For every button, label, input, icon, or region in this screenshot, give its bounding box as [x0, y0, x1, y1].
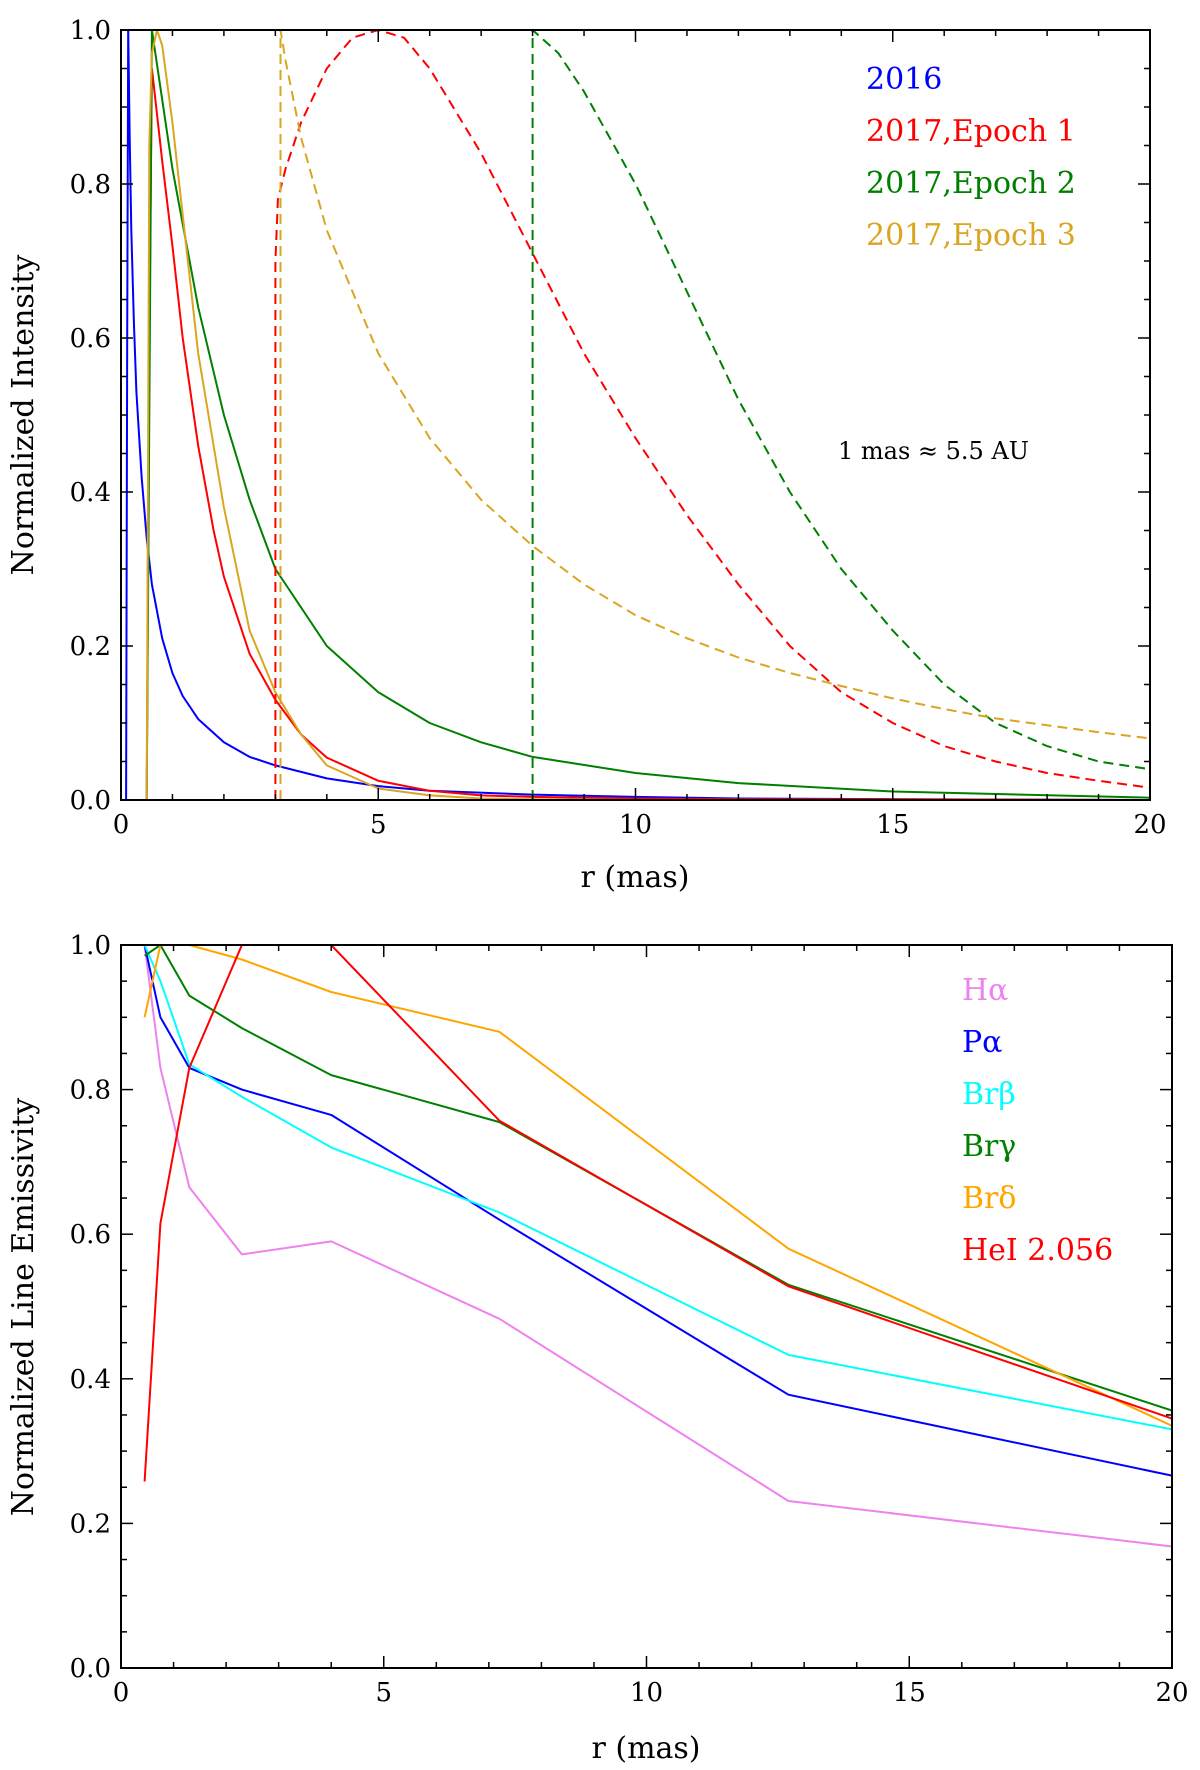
emissivity-x-tick-label: 20 — [1155, 1678, 1188, 1708]
legend-entry-br-beta: Brβ — [962, 1077, 1016, 1112]
intensity-x-axis-label: r (mas) — [580, 860, 689, 895]
legend-entry-br-gamma: Brγ — [962, 1129, 1016, 1164]
intensity-series-2017-epoch-1-outer — [274, 30, 1150, 800]
intensity-y-tick-label: 0.4 — [70, 478, 111, 508]
emissivity-series-br — [143, 945, 1172, 1427]
intensity-y-tick-label: 0.2 — [70, 632, 111, 662]
intensity-x-tick-label: 15 — [876, 810, 909, 840]
legend-entry-h-alpha: Hα — [962, 973, 1008, 1008]
intensity-panel: 0 5 10 15 20 0.0 0.2 0.4 0.6 0.8 1.0 r (mas) Norma… — [6, 16, 1167, 895]
emissivity-y-tick-label: 0.6 — [70, 1220, 111, 1250]
legend-entry-p-alpha: Pα — [962, 1025, 1002, 1060]
intensity-y-axis-label: Normalized Intensity — [6, 255, 41, 576]
intensity-y-tick-label: 0.0 — [70, 786, 111, 816]
scale-annotation: 1 mas ≈ 5.5 AU — [838, 437, 1029, 465]
legend-entry-hei-2056: HeI 2.056 — [962, 1233, 1113, 1268]
legend-entry-2017-epoch-3: 2017,Epoch 3 — [866, 218, 1076, 253]
intensity-x-tick-label: 0 — [113, 810, 130, 840]
intensity-series-2017-epoch-2 — [145, 30, 1150, 800]
legend-entry-br-delta: Brδ — [962, 1181, 1016, 1216]
legend-entry-2017-epoch-2: 2017,Epoch 2 — [866, 166, 1076, 201]
intensity-x-tick-label: 5 — [370, 810, 387, 840]
emissivity-panel: 0 5 10 15 20 0.0 0.2 0.4 0.6 0.8 1.0 r (mas) Norma… — [6, 931, 1189, 1766]
emissivity-y-tick-label: 0.0 — [70, 1654, 111, 1684]
emissivity-series-br — [144, 945, 1172, 1412]
intensity-y-tick-label: 0.6 — [70, 324, 111, 354]
legend-entry-2016: 2016 — [866, 62, 942, 97]
emissivity-y-axis-label: Normalized Line Emissivity — [6, 1098, 41, 1517]
intensity-legend: 2016 2017,Epoch 1 2017,Epoch 2 2017,Epoc… — [866, 62, 1076, 253]
intensity-x-tick-label: 20 — [1133, 810, 1166, 840]
intensity-y-tick-label: 0.8 — [70, 170, 111, 200]
legend-entry-2017-epoch-1: 2017,Epoch 1 — [866, 114, 1076, 149]
emissivity-series-h — [143, 945, 1172, 1548]
emissivity-x-tick-label: 0 — [113, 1678, 130, 1708]
intensity-y-tick-label: 1.0 — [70, 16, 111, 46]
emissivity-y-tick-label: 1.0 — [70, 931, 111, 961]
emissivity-plot-frame — [120, 944, 1173, 1669]
emissivity-series-p — [143, 945, 1172, 1477]
emissivity-series-br — [143, 945, 1172, 1431]
emissivity-y-tick-label: 0.4 — [70, 1365, 111, 1395]
emissivity-x-axis-label: r (mas) — [591, 1731, 700, 1766]
emissivity-series-hei-2-056 — [143, 945, 1172, 1482]
emissivity-x-tick-label: 5 — [375, 1678, 392, 1708]
emissivity-x-tick-label: 10 — [630, 1678, 663, 1708]
emissivity-legend: Hα Pα Brβ Brγ Brδ HeI 2.056 — [962, 973, 1113, 1268]
emissivity-y-tick-label: 0.2 — [70, 1509, 111, 1539]
intensity-series-2017-epoch-3-outer — [279, 30, 1150, 800]
intensity-series-2017-epoch-2-outer — [531, 30, 1150, 800]
emissivity-x-tick-label: 15 — [893, 1678, 926, 1708]
emissivity-y-tick-label: 0.8 — [70, 1076, 111, 1106]
intensity-x-tick-label: 10 — [619, 810, 652, 840]
